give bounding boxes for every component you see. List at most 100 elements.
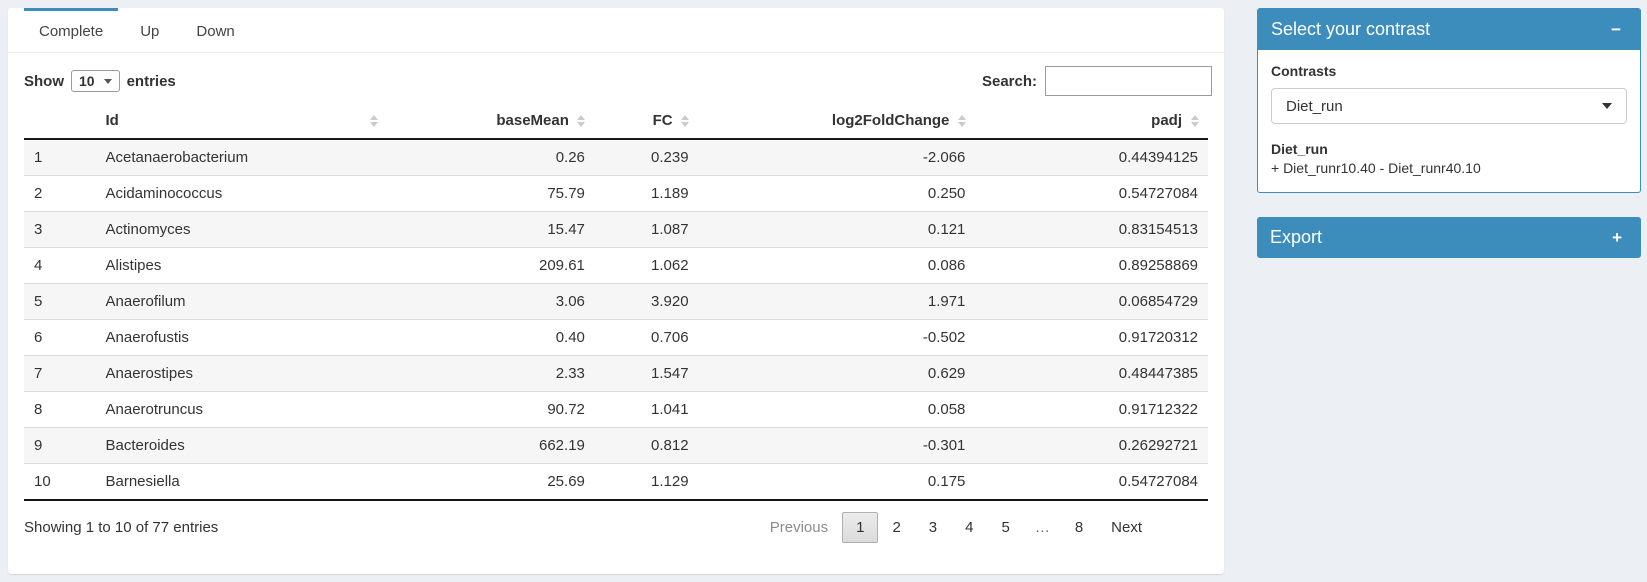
- column-header-id[interactable]: Id: [95, 104, 388, 140]
- cell-basemean: 209.61: [387, 247, 595, 284]
- cell-log2foldchange: -2.066: [922, 149, 966, 166]
- cell-id: Acetanaerobacterium: [105, 149, 249, 166]
- cell-padj: 0.26292721: [975, 427, 1208, 464]
- pagination-ellipsis: …: [1034, 519, 1050, 536]
- expand-plus-icon[interactable]: +: [1612, 228, 1622, 247]
- table-row[interactable]: 6 Anaerofustis 0.40 0.706 -0.502 0.91720…: [24, 319, 1208, 356]
- page-length-select[interactable]: 10: [71, 70, 120, 92]
- results-card: Complete Up Down Show 10 entries Search:: [8, 8, 1224, 574]
- cell-fc: 1.129: [594, 463, 699, 501]
- export-box-title: Export: [1270, 227, 1323, 247]
- tab-down[interactable]: Down: [196, 23, 235, 40]
- column-header-log2foldchange[interactable]: log2FoldChange: [698, 104, 976, 140]
- cell-id: Anaerofilum: [95, 283, 388, 320]
- cell-padj: 0.54727084: [975, 463, 1208, 501]
- contrast-select-value: Diet_run: [1286, 97, 1343, 115]
- cell-basemean: 2.33: [387, 355, 595, 392]
- cell-basemean: 0.26: [555, 149, 585, 166]
- column-header-padj[interactable]: padj: [975, 104, 1208, 140]
- table-row[interactable]: 7 Anaerostipes 2.33 1.547 0.629 0.484473…: [24, 355, 1208, 392]
- cell-padj: 0.91712322: [975, 391, 1208, 428]
- cell-id: Actinomyces: [95, 211, 388, 248]
- cell-padj: 0.83154513: [975, 211, 1208, 248]
- cell-log2foldchange: -0.301: [698, 427, 976, 464]
- page-length-control: Show 10 entries: [24, 70, 176, 92]
- cell-id: Alistipes: [95, 247, 388, 284]
- column-header-label: log2FoldChange: [831, 112, 950, 129]
- column-header-label: padj: [1151, 112, 1182, 129]
- cell-fc: 1.062: [594, 247, 699, 284]
- tab-complete[interactable]: Complete: [24, 8, 119, 52]
- table-footer: Showing 1 to 10 of 77 entries Previous 1…: [8, 501, 1224, 543]
- row-number: 1: [34, 149, 43, 166]
- table-row[interactable]: 4 Alistipes 209.61 1.062 0.086 0.8925886…: [24, 247, 1208, 284]
- search-label: Search:: [981, 72, 1037, 90]
- pagination-page-2[interactable]: 2: [892, 519, 901, 536]
- row-number: 7: [24, 355, 96, 392]
- cell-id: Anaerofustis: [95, 319, 388, 356]
- pagination-page-4[interactable]: 4: [965, 519, 974, 536]
- cell-id: Bacteroides: [95, 427, 388, 464]
- sidebar-panels: Select your contrast − Contrasts Diet_ru…: [1257, 8, 1641, 258]
- contrast-select[interactable]: Diet_run: [1271, 88, 1627, 124]
- data-table: Id baseMean FC log2FoldChange: [8, 104, 1224, 501]
- cell-padj: 0.44394125: [1118, 149, 1198, 166]
- cell-log2foldchange: -0.502: [698, 319, 976, 356]
- row-number: 5: [24, 283, 96, 320]
- cell-log2foldchange: 0.121: [698, 211, 976, 248]
- cell-id: Anaerotruncus: [95, 391, 388, 428]
- header-row: Id baseMean FC log2FoldChange: [24, 104, 1208, 140]
- cell-fc: 1.087: [594, 211, 699, 248]
- table-row[interactable]: 2 Acidaminococcus 75.79 1.189 0.250 0.54…: [24, 175, 1208, 212]
- tabbar: Complete Up Down: [8, 8, 1224, 53]
- sort-icon: [1190, 115, 1199, 127]
- cell-log2foldchange: 0.086: [698, 247, 976, 284]
- cell-log2foldchange: 0.058: [698, 391, 976, 428]
- cell-padj: 0.91720312: [975, 319, 1208, 356]
- pagination-page-1[interactable]: 1: [842, 512, 879, 543]
- sort-icon: [957, 115, 966, 127]
- contrast-box-header: Select your contrast −: [1258, 9, 1640, 50]
- table-row[interactable]: 3 Actinomyces 15.47 1.087 0.121 0.831545…: [24, 211, 1208, 248]
- tab-up[interactable]: Up: [140, 23, 160, 40]
- column-header-label: baseMean: [496, 112, 569, 129]
- cell-fc: 0.706: [594, 319, 699, 356]
- pagination-page-3[interactable]: 3: [928, 519, 938, 536]
- column-header-label: FC: [652, 112, 673, 129]
- table-row[interactable]: 1 Acetanaerobacterium 0.26 0.239 -2.066 …: [24, 139, 1208, 176]
- table-row[interactable]: 5 Anaerofilum 3.06 3.920 1.971 0.0685472…: [24, 283, 1208, 320]
- cell-id: Barnesiella: [95, 463, 388, 501]
- cell-basemean: 662.19: [387, 427, 595, 464]
- pagination-page-5[interactable]: 5: [1001, 519, 1010, 536]
- cell-padj: 0.89258869: [975, 247, 1208, 284]
- column-header-fc[interactable]: FC: [594, 104, 699, 140]
- cell-basemean: 75.79: [387, 175, 595, 212]
- cell-basemean: 90.72: [387, 391, 595, 428]
- cell-log2foldchange: 1.971: [698, 283, 976, 320]
- contrast-box: Select your contrast − Contrasts Diet_ru…: [1257, 8, 1641, 193]
- cell-fc: 0.239: [651, 149, 689, 166]
- table-row[interactable]: 9 Bacteroides 662.19 0.812 -0.301 0.2629…: [24, 427, 1208, 464]
- contrast-detail-title: Diet_run: [1271, 141, 1328, 157]
- collapse-minus-icon[interactable]: −: [1611, 20, 1621, 39]
- cell-fc: 1.041: [594, 391, 699, 428]
- column-header-basemean[interactable]: baseMean: [387, 104, 595, 140]
- pagination-next[interactable]: Next: [1111, 519, 1142, 536]
- table-row[interactable]: 8 Anaerotruncus 90.72 1.041 0.058 0.9171…: [24, 391, 1208, 428]
- search-control: Search:: [982, 66, 1212, 96]
- cell-id: Anaerostipes: [95, 355, 388, 392]
- search-input[interactable]: [1045, 66, 1212, 96]
- row-number: 10: [24, 463, 96, 501]
- row-number: 2: [24, 175, 96, 212]
- chevron-down-icon: [103, 78, 112, 84]
- table-info: Showing 1 to 10 of 77 entries: [24, 519, 219, 536]
- cell-basemean: 3.06: [387, 283, 595, 320]
- row-number-header: [24, 104, 96, 140]
- pagination-previous[interactable]: Previous: [769, 519, 829, 536]
- pagination-page-8[interactable]: 8: [1074, 519, 1084, 536]
- table-row[interactable]: 10 Barnesiella 25.69 1.129 0.175 0.54727…: [24, 463, 1208, 501]
- row-number: 4: [24, 247, 96, 284]
- sort-icon: [681, 115, 690, 127]
- cell-fc: 3.920: [594, 283, 699, 320]
- contrasts-label: Contrasts: [1271, 63, 1337, 79]
